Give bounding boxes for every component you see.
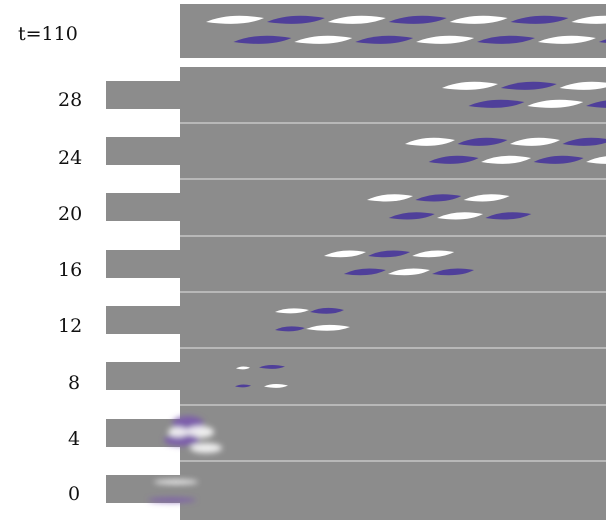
white-blob: [236, 366, 250, 370]
white-blob: [405, 137, 455, 146]
row-label: 0: [68, 483, 80, 505]
white-blob: [275, 308, 309, 314]
white-blob: [442, 81, 498, 90]
white-blob: [586, 156, 606, 164]
top-panel-label: t=110: [18, 23, 78, 45]
white-blob: [463, 194, 510, 202]
purple-blob: [562, 137, 606, 146]
row-stub: [106, 81, 180, 109]
row-stub: [106, 306, 180, 334]
purple-blob: [510, 15, 569, 24]
diffuse-blob: [190, 443, 222, 453]
row-separators: [180, 122, 606, 462]
white-blob: [416, 35, 475, 44]
row-label: 20: [58, 203, 82, 225]
purple-blob: [477, 35, 536, 44]
purple-blob: [343, 268, 386, 276]
diffuse-blobs: [148, 416, 222, 503]
white-blob: [367, 194, 413, 202]
purple-blob: [275, 326, 305, 332]
white-blob: [206, 15, 264, 24]
main-panel-background: [180, 67, 606, 520]
white-blob: [510, 137, 560, 146]
diffuse-blob: [186, 426, 214, 438]
row-stub: [106, 137, 180, 165]
white-blob: [412, 250, 455, 258]
row-label: 4: [68, 428, 80, 450]
purple-blob: [388, 212, 435, 220]
purple-blob: [533, 155, 584, 164]
purple-blob: [598, 39, 606, 43]
white-blob: [437, 212, 484, 220]
purple-blob: [235, 384, 251, 388]
purple-blob: [368, 250, 411, 258]
purple-blob: [485, 212, 532, 220]
row-stub: [106, 193, 180, 221]
purple-blob: [457, 137, 508, 146]
diffuse-blob: [164, 434, 200, 446]
white-blob: [537, 35, 596, 44]
row-stub: [106, 250, 180, 278]
purple-blob: [310, 307, 344, 314]
purple-blob: [500, 81, 557, 90]
purple-blob: [388, 15, 447, 24]
diffuse-blob: [168, 427, 188, 437]
row-stub: [106, 362, 180, 390]
row-label: 16: [58, 259, 82, 281]
purple-blob: [233, 35, 292, 44]
white-blob: [306, 324, 350, 331]
top-panel-blobs: [206, 15, 606, 44]
white-blob: [571, 15, 606, 24]
row-label: 28: [58, 89, 82, 111]
purple-blob: [468, 99, 525, 108]
top-panel-background: [180, 4, 606, 58]
white-blob: [559, 81, 606, 90]
row-label: 8: [68, 372, 80, 394]
row-label: 24: [58, 147, 82, 169]
diffuse-blob: [154, 479, 198, 485]
row-label: 12: [58, 315, 82, 337]
purple-blob: [428, 155, 479, 164]
purple-blob: [586, 100, 606, 108]
purple-blob: [266, 15, 325, 24]
white-blob: [449, 15, 508, 24]
white-blob: [387, 268, 430, 276]
purple-blob: [432, 268, 475, 276]
row-labels: 28 24 20 16 12 8 4 0: [58, 89, 82, 505]
white-blob: [481, 155, 532, 164]
row-blobs: [235, 81, 606, 388]
purple-blob: [259, 364, 285, 369]
white-blob: [527, 99, 584, 108]
white-blob: [324, 250, 366, 258]
purple-blob: [355, 35, 414, 44]
diffuse-blob: [148, 497, 196, 503]
row-stubs: [106, 81, 180, 503]
white-blob: [327, 15, 386, 24]
white-blob: [294, 35, 353, 44]
white-blob: [264, 383, 288, 388]
purple-blob: [415, 194, 462, 202]
